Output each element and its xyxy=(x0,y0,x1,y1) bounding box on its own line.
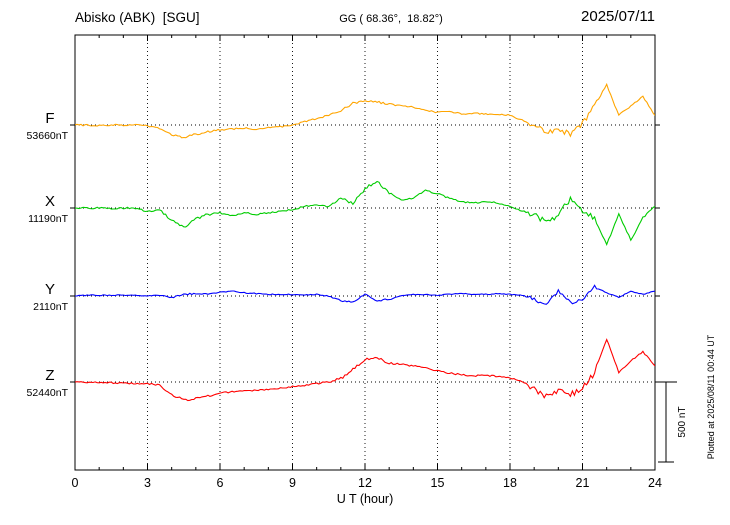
x-axis-label: U T (hour) xyxy=(337,492,394,506)
trace-baseline-value-F: 53660nT xyxy=(27,130,69,142)
plot-border xyxy=(74,34,656,471)
x-tick-label-9: 9 xyxy=(289,476,296,490)
plot-dynamic-layer: F 53660nT X 11190nT Y 2110nT Z 52440nT 0 3 6 9 12 15 1… xyxy=(27,34,662,490)
trace-label-X: X xyxy=(45,193,55,210)
x-tick-label-21: 21 xyxy=(576,476,590,490)
x-tick-label-0: 0 xyxy=(72,476,79,490)
scale-bar-label: 500 nT xyxy=(677,406,688,437)
trace-label-F: F xyxy=(45,110,54,127)
trace-baseline-value-X: 11190nT xyxy=(28,213,68,225)
trace-baseline-value-Y: 2110nT xyxy=(33,301,68,313)
x-tick-label-3: 3 xyxy=(144,476,151,490)
scale-bar: 500 nT xyxy=(656,381,688,463)
trace-Y xyxy=(75,284,655,305)
station-title: Abisko (ABK) [SGU] xyxy=(75,10,200,25)
plot-date: 2025/07/11 xyxy=(581,8,655,25)
x-tick-label-12: 12 xyxy=(358,476,372,490)
trace-X xyxy=(75,180,655,246)
trace-label-Z: Z xyxy=(45,367,54,384)
x-tick-label-24: 24 xyxy=(648,476,662,490)
x-tick-label-15: 15 xyxy=(431,476,445,490)
trace-F xyxy=(75,82,655,139)
x-tick-label-6: 6 xyxy=(217,476,224,490)
plotted-at-note: Plotted at 2025/08/11 00:44 UT xyxy=(706,334,716,459)
geographic-coords: GG ( 68.36°, 18.82°) xyxy=(339,13,443,25)
trace-baseline-value-Z: 52440nT xyxy=(27,387,69,399)
trace-label-Y: Y xyxy=(45,281,55,298)
trace-Z xyxy=(75,338,655,402)
x-tick-label-18: 18 xyxy=(503,476,517,490)
